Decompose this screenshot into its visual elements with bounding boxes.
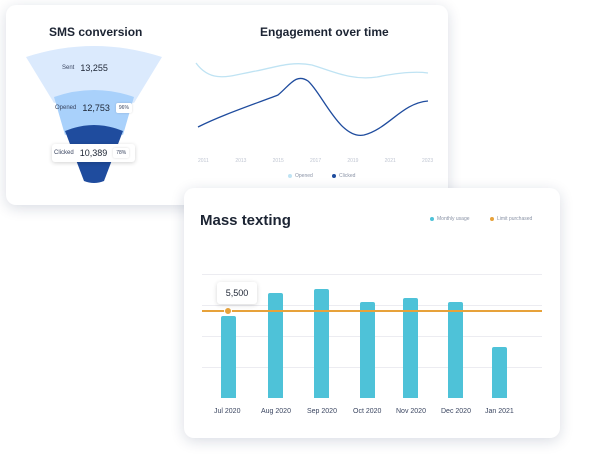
engagement-line-chart (195, 62, 429, 136)
sms-engagement-card: SMS conversion Sent 13,255 Opened 12,753… (6, 5, 448, 205)
x-tick-label: 2015 (272, 158, 284, 164)
funnel-stage-opened (54, 90, 134, 135)
stage-label: Clicked (54, 150, 74, 156)
bar-oct-2020[interactable] (360, 302, 375, 398)
legend-item-monthly-usage[interactable]: Monthly usage (430, 216, 470, 222)
gridline (202, 274, 542, 275)
funnel-row-clicked[interactable]: Clicked 10,389 78% (52, 144, 136, 162)
x-tick-label: 2019 (347, 158, 359, 164)
stage-value: 12,753 (82, 103, 110, 113)
legend-dot (490, 217, 494, 221)
stage-value: 13,255 (80, 63, 108, 73)
x-tick-label: 2023 (422, 158, 434, 164)
bar-jul-2020[interactable] (221, 315, 236, 398)
funnel-stage-sent (26, 46, 162, 103)
bar-aug-2020[interactable] (268, 293, 283, 398)
x-tick-label: Nov 2020 (396, 408, 426, 415)
x-tick-label: Jan 2021 (485, 408, 514, 415)
legend-dot (430, 217, 434, 221)
x-tick-label: Aug 2020 (261, 408, 291, 415)
funnel-row-sent: Sent 13,255 (62, 63, 108, 73)
legend-label: Limit purchased (497, 216, 533, 222)
bar-nov-2020[interactable] (403, 297, 418, 398)
engagement-title: Engagement over time (260, 25, 389, 39)
legend-item-clicked[interactable]: Clicked (332, 173, 355, 179)
bar-jan-2021[interactable] (492, 347, 507, 398)
x-tick-label: 2021 (384, 158, 396, 164)
series-line-opened (195, 62, 429, 79)
stage-percent: 78% (113, 148, 130, 158)
limit-purchased-line (202, 310, 542, 312)
bar-dec-2020[interactable] (448, 302, 463, 398)
x-tick-label: 2013 (235, 158, 247, 164)
value-tooltip: 5,500 (217, 282, 257, 304)
x-tick-label: Dec 2020 (441, 408, 471, 415)
legend-label: Clicked (339, 173, 356, 179)
legend-item-opened[interactable]: Opened (288, 173, 313, 179)
mass-texting-card: Mass texting Monthly usage Limit purchas… (184, 188, 560, 438)
funnel-row-opened: Opened 12,753 96% (55, 103, 132, 113)
stage-percent: 96% (115, 103, 132, 113)
x-tick-label: Oct 2020 (353, 408, 382, 415)
x-tick-label: Jul 2020 (214, 408, 241, 415)
legend-label: Opened (295, 173, 313, 179)
mass-texting-title: Mass texting (200, 212, 291, 229)
x-tick-label: Sep 2020 (307, 408, 337, 415)
stage-value: 10,389 (79, 148, 108, 158)
stage-label: Sent (62, 65, 75, 71)
series-line-clicked (197, 77, 429, 136)
stage-label: Opened (55, 105, 77, 111)
legend-item-limit-purchased[interactable]: Limit purchased (490, 216, 532, 222)
legend-label: Monthly usage (437, 216, 470, 222)
bar-sep-2020[interactable] (314, 288, 329, 398)
legend-dot (332, 174, 336, 178)
x-tick-label: 2011 (198, 158, 209, 164)
sms-conversion-title: SMS conversion (49, 25, 143, 39)
legend-dot (288, 174, 292, 178)
limit-marker[interactable] (224, 307, 232, 315)
x-tick-label: 2017 (310, 158, 322, 164)
